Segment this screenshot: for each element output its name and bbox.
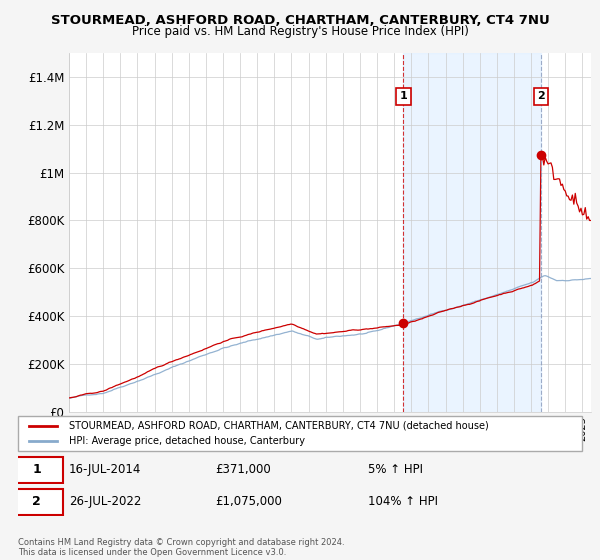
Text: 1: 1 [32,463,41,477]
Text: Contains HM Land Registry data © Crown copyright and database right 2024.
This d: Contains HM Land Registry data © Crown c… [18,538,344,557]
FancyBboxPatch shape [10,489,63,515]
Text: 2: 2 [32,495,41,508]
Text: 1: 1 [400,91,407,101]
Text: 26-JUL-2022: 26-JUL-2022 [69,495,141,508]
Text: 16-JUL-2014: 16-JUL-2014 [69,463,141,477]
FancyBboxPatch shape [10,457,63,483]
Text: STOURMEAD, ASHFORD ROAD, CHARTHAM, CANTERBURY, CT4 7NU (detached house): STOURMEAD, ASHFORD ROAD, CHARTHAM, CANTE… [69,421,488,431]
Text: £1,075,000: £1,075,000 [215,495,282,508]
Bar [403,53,541,412]
Text: £371,000: £371,000 [215,463,271,477]
Text: STOURMEAD, ASHFORD ROAD, CHARTHAM, CANTERBURY, CT4 7NU: STOURMEAD, ASHFORD ROAD, CHARTHAM, CANTE… [50,14,550,27]
Text: HPI: Average price, detached house, Canterbury: HPI: Average price, detached house, Cant… [69,436,305,446]
Text: 5% ↑ HPI: 5% ↑ HPI [368,463,422,477]
Text: 2: 2 [537,91,545,101]
Text: Price paid vs. HM Land Registry's House Price Index (HPI): Price paid vs. HM Land Registry's House … [131,25,469,38]
Text: 104% ↑ HPI: 104% ↑ HPI [368,495,437,508]
